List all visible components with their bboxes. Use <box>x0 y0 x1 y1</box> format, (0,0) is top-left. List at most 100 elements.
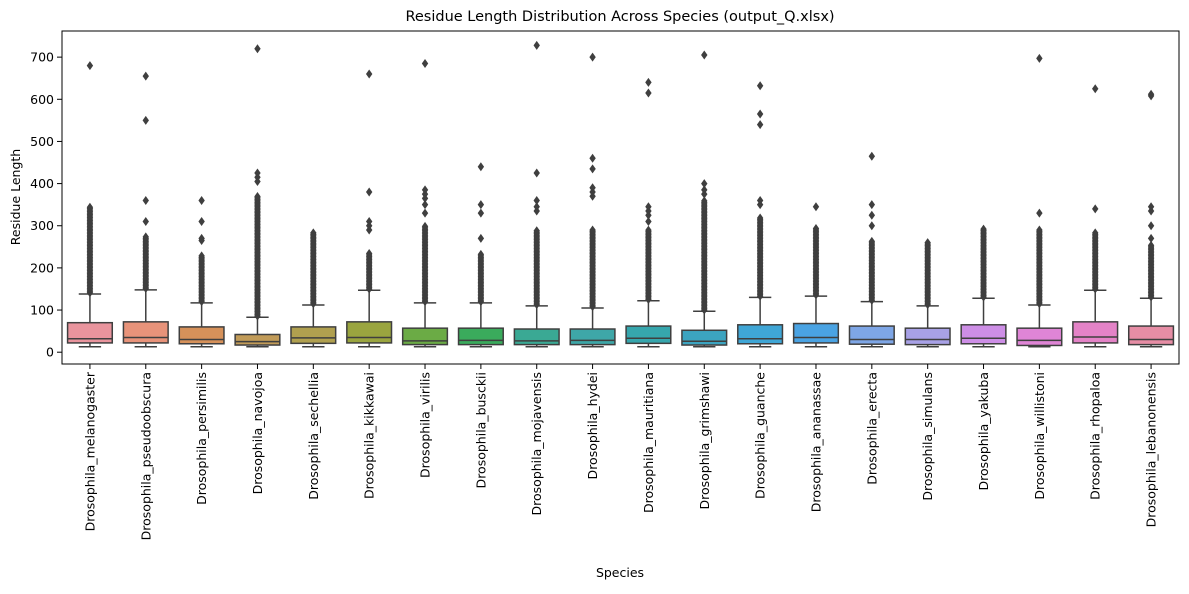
outlier-point <box>142 71 149 81</box>
outlier-point <box>365 187 373 197</box>
outlier-point <box>142 195 149 205</box>
outlier-point <box>533 195 540 205</box>
x-tick-label: Drosophila_simulans <box>920 372 935 501</box>
outlier-point <box>868 200 876 210</box>
outlier-point <box>477 200 485 210</box>
outlier-point <box>1092 84 1099 94</box>
x-tick-label: Drosophila_virilis <box>418 372 433 478</box>
x-tick-label: Drosophila_mauritiana <box>641 372 656 513</box>
x-tick-label: Drosophila_navojoa <box>250 372 265 494</box>
outlier-point <box>421 221 429 231</box>
outlier-point <box>756 81 764 91</box>
outlier-point <box>589 164 596 174</box>
box <box>122 321 169 344</box>
box-group: Drosophila_simulans <box>904 238 951 501</box>
outlier-point <box>868 210 876 220</box>
y-tick-label: 300 <box>30 218 54 233</box>
outlier-point <box>198 195 205 205</box>
box-group: Drosophila_rhopaloa <box>1072 84 1119 500</box>
y-tick-label: 700 <box>30 50 54 65</box>
outlier-point <box>589 153 596 163</box>
box <box>290 326 337 345</box>
x-tick-label: Drosophila_hydei <box>585 372 600 479</box>
outlier-point <box>1036 225 1043 235</box>
x-tick-label: Drosophila_busckii <box>473 372 488 488</box>
box-group: Drosophila_sechellia <box>290 228 337 500</box>
outlier-point <box>477 162 485 172</box>
outlier-point <box>701 179 708 189</box>
outlier-point <box>477 233 485 243</box>
outlier-point <box>533 202 540 212</box>
y-tick-label: 500 <box>30 134 54 149</box>
outlier-point <box>645 217 652 227</box>
x-axis-label: Species <box>596 565 644 580</box>
x-tick-label: Drosophila_willistoni <box>1032 372 1047 500</box>
outlier-point <box>365 249 373 259</box>
outlier-point <box>701 196 708 206</box>
outlier-point <box>254 168 261 178</box>
x-tick-label: Drosophila_mojavensis <box>529 372 544 515</box>
outlier-point <box>421 208 429 218</box>
x-tick-label: Drosophila_rhopaloa <box>1088 372 1103 500</box>
box <box>401 327 449 346</box>
box-group: Drosophila_yakuba <box>960 224 1007 490</box>
outlier-point <box>1036 53 1043 63</box>
box <box>737 324 784 345</box>
outlier-point <box>701 50 708 60</box>
outlier-point <box>477 249 485 259</box>
box-group: Drosophila_willistoni <box>1016 53 1063 500</box>
outlier-point <box>812 202 820 212</box>
x-tick-label: Drosophila_grimshawi <box>697 372 712 510</box>
outlier-point <box>756 109 764 119</box>
outlier-point <box>756 213 764 223</box>
x-tick-label: Drosophila_persimilis <box>194 372 209 505</box>
box-group: Drosophila_pseudoobscura <box>122 71 169 540</box>
box-group: Drosophila_kikkawai <box>346 69 393 499</box>
box <box>1016 327 1063 347</box>
outlier-point <box>254 44 261 54</box>
y-tick-label: 600 <box>30 92 54 107</box>
outlier-point <box>477 208 485 218</box>
outlier-point <box>533 168 540 178</box>
box <box>457 327 504 346</box>
box-group: Drosophila_ananassae <box>792 202 840 513</box>
box <box>513 328 560 346</box>
outlier-point <box>868 236 876 246</box>
x-tick-label: Drosophila_ananassae <box>808 372 823 513</box>
outlier-point <box>1147 233 1155 243</box>
plot-area: 0 100 200 300 400 500 600 700 Drosophila_melanog… <box>30 40 1175 540</box>
outlier-point <box>1036 208 1043 218</box>
box <box>681 329 728 346</box>
outlier-point <box>142 217 149 227</box>
outlier-point <box>756 120 764 130</box>
outlier-point <box>533 226 540 236</box>
box-group: Drosophila_mojavensis <box>513 40 560 515</box>
box-group: Drosophila_erecta <box>848 151 895 485</box>
outlier-point <box>86 202 94 212</box>
box <box>960 324 1007 345</box>
outlier-point <box>421 200 429 210</box>
outlier-point <box>533 40 540 50</box>
outlier-point <box>868 151 876 161</box>
box <box>346 321 393 344</box>
outlier-point <box>589 225 596 235</box>
box-group: Drosophila_virilis <box>401 58 449 478</box>
x-tick-label: Drosophila_sechellia <box>306 372 321 500</box>
box <box>1127 325 1175 346</box>
box <box>792 322 840 344</box>
outlier-point <box>254 191 261 201</box>
outlier-point <box>589 183 596 193</box>
outlier-point <box>756 195 764 205</box>
box-group: Drosophila_guanche <box>737 81 784 499</box>
y-axis-label: Residue Length <box>8 149 23 245</box>
plot-frame <box>61 30 1180 365</box>
box <box>66 321 114 344</box>
outlier-point <box>812 223 820 233</box>
x-tick-label: Drosophila_guanche <box>753 372 768 499</box>
box-group: Drosophila_navojoa <box>234 44 281 494</box>
outlier-point <box>1147 240 1155 250</box>
box-group: Drosophila_persimilis <box>178 195 225 505</box>
box <box>904 327 951 346</box>
box-group: Drosophila_melanogaster <box>66 61 114 531</box>
